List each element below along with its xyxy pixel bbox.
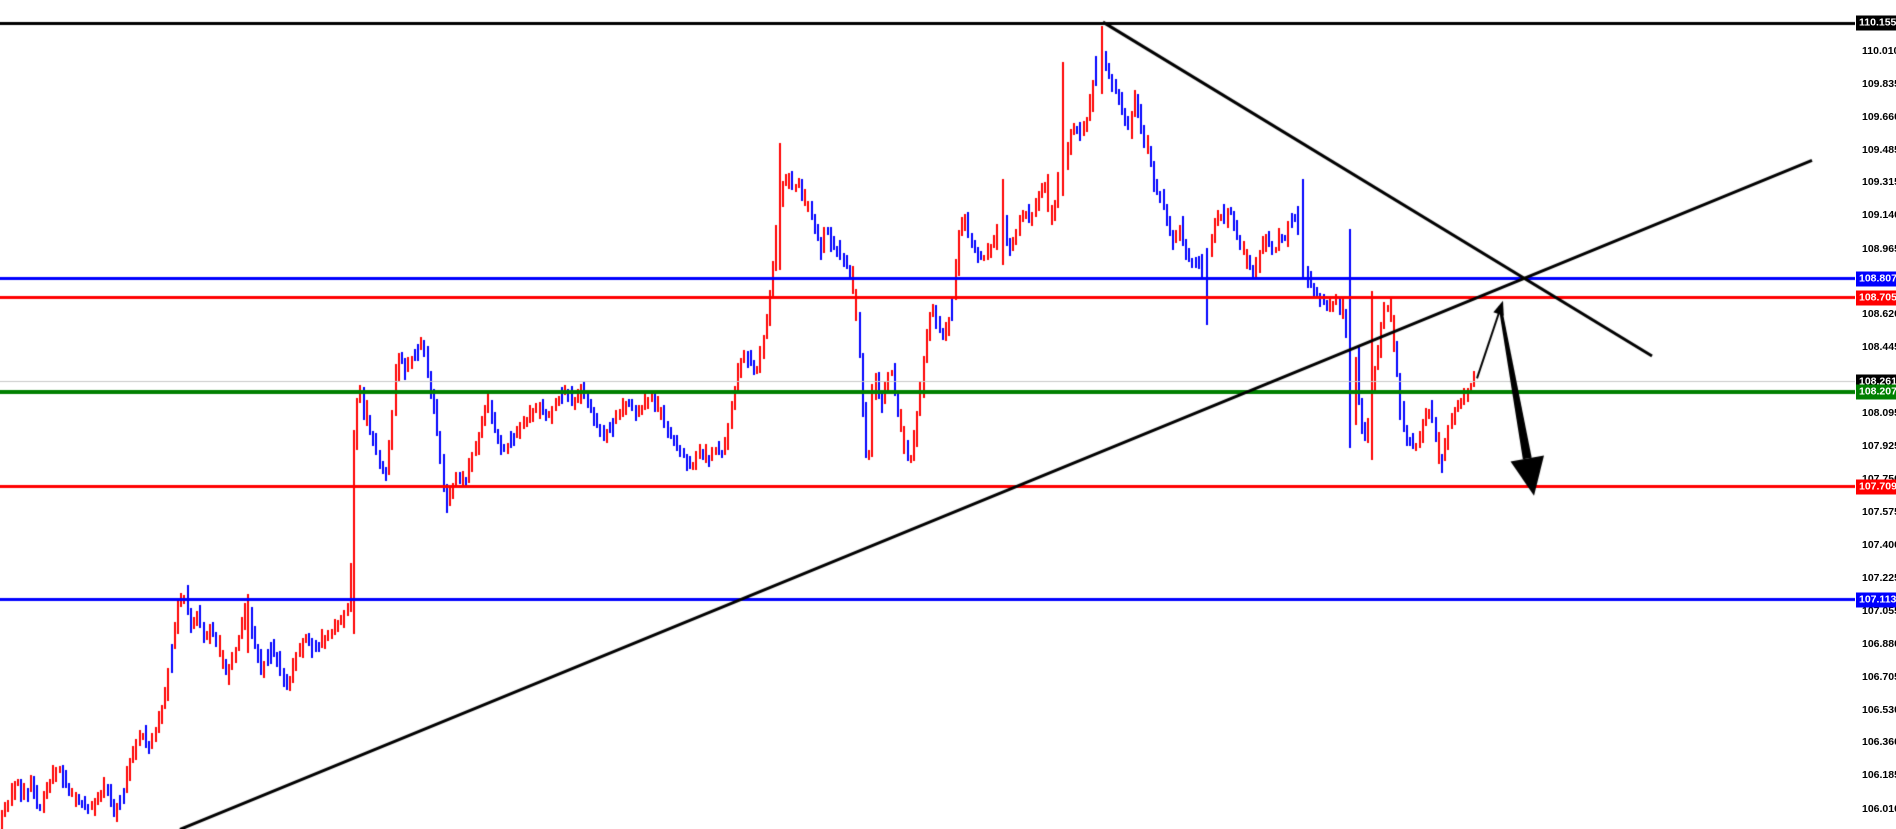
axis-tick-label: 108.445 [1862, 341, 1896, 354]
axis-tick-label: 110.010 [1862, 44, 1896, 57]
axis-tick-label: 106.010 [1862, 802, 1896, 815]
axis-tick-label: 107.400 [1862, 539, 1896, 552]
axis-tick-label: 109.485 [1862, 144, 1896, 157]
axis-tick-label: 106.880 [1862, 637, 1896, 650]
axis-tick-label: 108.620 [1862, 307, 1896, 320]
price-badge-108705: 108.705 [1856, 290, 1896, 306]
price-badge-107709: 107.709 [1856, 479, 1896, 495]
axis-tick-label: 107.225 [1862, 572, 1896, 585]
axis-tick-label: 109.315 [1862, 176, 1896, 189]
axis-tick-label: 109.835 [1862, 77, 1896, 90]
axis-tick-label: 107.575 [1862, 505, 1896, 518]
axis-tick-label: 108.965 [1862, 242, 1896, 255]
price-badge-108207: 108.207 [1856, 384, 1896, 400]
axis-tick-label: 109.140 [1862, 209, 1896, 222]
axis-tick-label: 106.360 [1862, 736, 1896, 749]
axis-tick-label: 108.095 [1862, 407, 1896, 420]
axis-tick-label: 106.185 [1862, 769, 1896, 782]
axis-tick-label: 106.530 [1862, 703, 1896, 716]
price-badge-110155: 110.155 [1856, 15, 1896, 31]
axis-tick-label: 106.705 [1862, 670, 1896, 683]
axis-tick-label: 107.055 [1862, 604, 1896, 617]
axis-tick-label: 107.925 [1862, 439, 1896, 452]
price-badge-108807: 108.807 [1856, 271, 1896, 286]
price-axis: 110.010 109.835 109.660 109.485 109.315 109.1… [1855, 0, 1896, 829]
price-badge-107113: 107.113 [1856, 592, 1896, 607]
axis-tick-label: 109.660 [1862, 110, 1896, 123]
